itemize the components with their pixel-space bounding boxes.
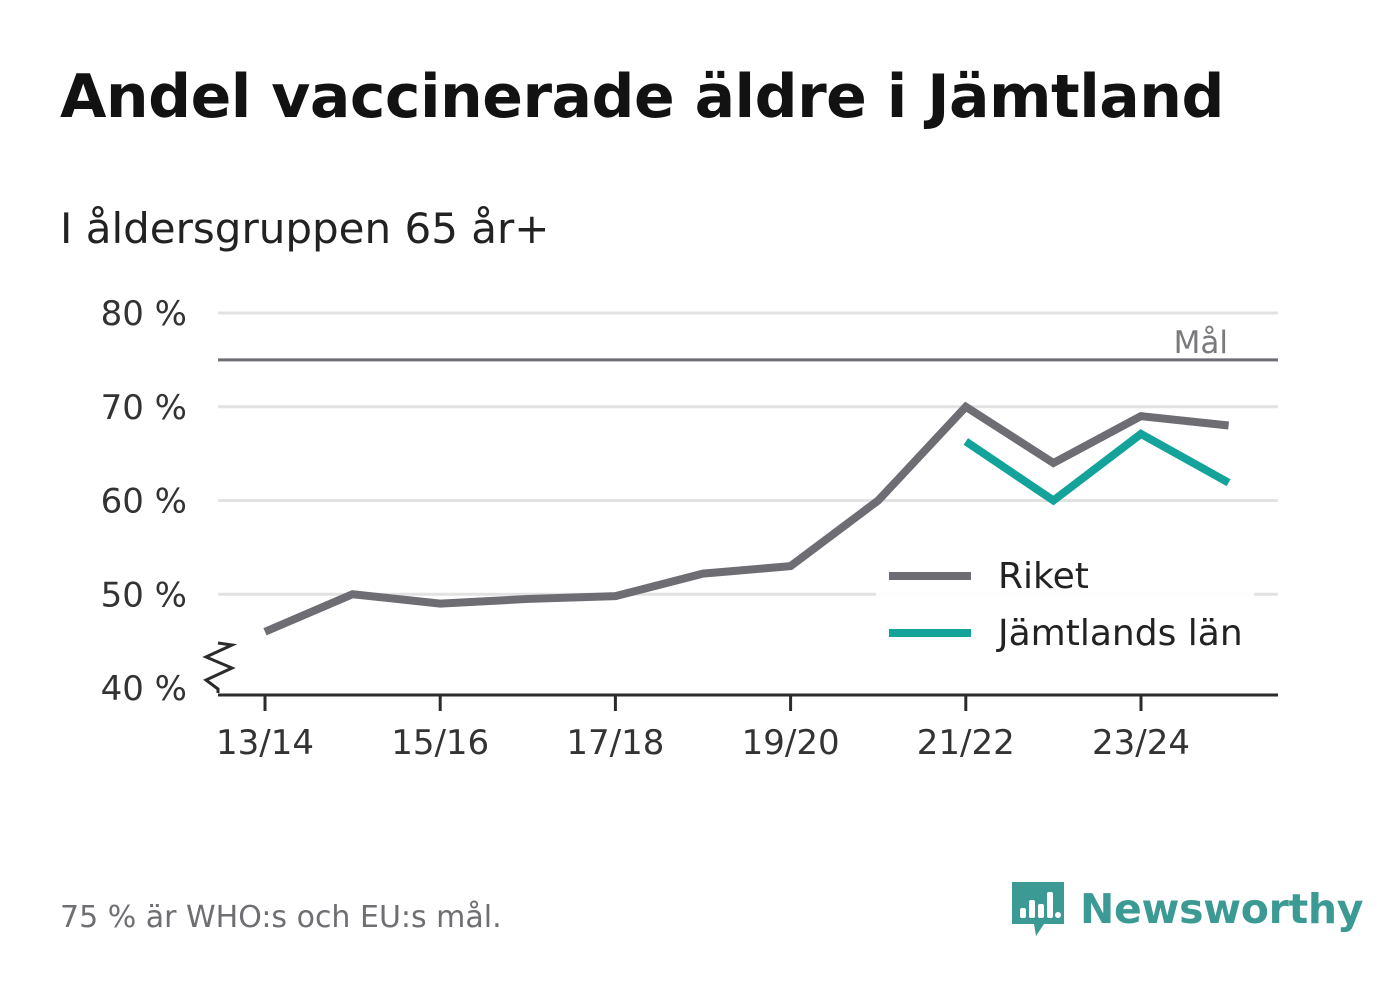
footnote: 75 % är WHO:s och EU:s mål.: [60, 900, 502, 935]
x-tick-label: 13/14: [216, 723, 314, 763]
legend: Riket Jämtlands län: [876, 545, 1254, 663]
x-tick-label: 21/22: [917, 723, 1015, 763]
x-tick-label: 17/18: [566, 723, 664, 763]
series-line-riket: [263, 401, 1230, 636]
y-tick-label: 50 %: [101, 575, 187, 615]
series-lines: [263, 401, 1231, 636]
x-axis: [202, 641, 1278, 711]
x-tick-label: 19/20: [742, 723, 840, 763]
y-tick-label: 60 %: [101, 482, 187, 522]
legend-background: [876, 545, 1254, 663]
target-line-label: Mål: [1174, 325, 1228, 361]
x-axis-tick-labels: 13/14 15/16 17/18 19/20 21/22 23/24: [216, 723, 1190, 763]
y-axis-break-icon: [202, 641, 238, 693]
logo-text: Newsworthy: [1080, 885, 1364, 933]
y-tick-label: 70 %: [101, 388, 187, 428]
chart-title: Andel vaccinerade äldre i Jämtland: [60, 62, 1224, 132]
target-line-group: Mål: [218, 325, 1278, 362]
y-tick-label: 80 %: [101, 294, 187, 334]
y-tick-label: 40 %: [101, 669, 187, 709]
legend-label-riket: Riket: [998, 556, 1089, 597]
legend-label-jamtland: Jämtlands län: [996, 613, 1243, 654]
x-tick-label: 15/16: [391, 723, 489, 763]
series-line-jamtland: [963, 429, 1231, 506]
newsworthy-logo: Newsworthy: [1010, 878, 1363, 940]
bar-chart-speech-bubble-icon: [1012, 882, 1064, 936]
y-axis-tick-labels: 40 % 50 % 60 % 70 % 80 %: [101, 294, 187, 709]
x-tick-label: 23/24: [1092, 723, 1190, 763]
chart-subtitle: I åldersgruppen 65 år+: [60, 204, 550, 253]
